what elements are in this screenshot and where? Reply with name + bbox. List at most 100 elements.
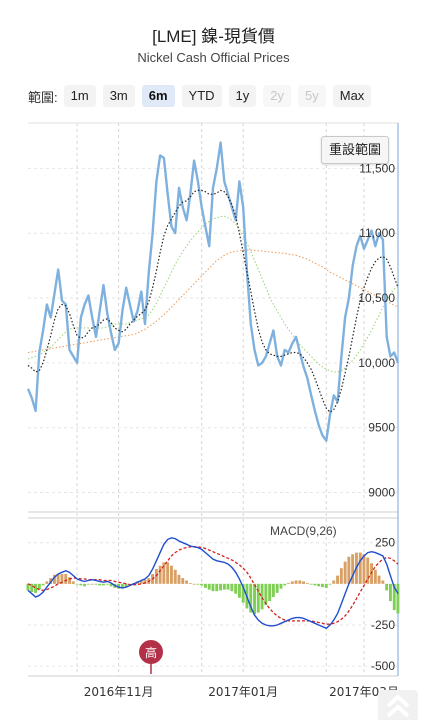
macd-histogram-bar bbox=[317, 583, 321, 587]
series-ma-long-line bbox=[27, 249, 399, 354]
macd-histogram-bar bbox=[192, 583, 196, 585]
price-tick-label: 11,500 bbox=[359, 161, 395, 175]
macd-histogram-bar bbox=[294, 580, 298, 584]
reset-zoom-button[interactable]: 重設範圍 bbox=[321, 136, 389, 164]
page-title: [LME] 鎳-現貨價 bbox=[152, 27, 275, 46]
macd-histogram-bar bbox=[219, 583, 222, 591]
macd-histogram-bar bbox=[313, 583, 317, 586]
macd-histogram-bar bbox=[271, 583, 275, 597]
macd-histogram-bar bbox=[230, 583, 234, 592]
macd-histogram-bar bbox=[45, 581, 49, 584]
macd-histogram-bar bbox=[305, 583, 309, 584]
macd-histogram-bar bbox=[102, 583, 105, 586]
range-6m-button[interactable]: 6m bbox=[141, 85, 175, 107]
macd-histogram-bar bbox=[34, 583, 37, 593]
macd-tick-label: -500 bbox=[371, 659, 395, 673]
series-price-line bbox=[26, 141, 400, 442]
macd-histogram-bar bbox=[170, 565, 173, 584]
macd-histogram-bar bbox=[260, 583, 264, 610]
macd-histogram-bar bbox=[358, 552, 362, 584]
macd-histogram-bar bbox=[275, 583, 279, 593]
macd-histogram-bar bbox=[385, 583, 389, 591]
macd-histogram-bar bbox=[188, 583, 192, 584]
macd-histogram-bar bbox=[120, 583, 124, 589]
macd-histogram-bar bbox=[162, 562, 166, 584]
macd-histogram-bar bbox=[64, 574, 68, 584]
macd-histogram-bar bbox=[253, 583, 256, 615]
macd-histogram-bar bbox=[381, 580, 385, 584]
macd-histogram-bar bbox=[105, 583, 109, 585]
macd-histogram-bar bbox=[60, 574, 64, 584]
macd-histogram-bar bbox=[143, 579, 147, 584]
macd-histogram-bar bbox=[351, 554, 355, 584]
price-tick-label: 10,500 bbox=[358, 291, 395, 305]
range-1y-button[interactable]: 1y bbox=[228, 85, 257, 107]
macd-histogram-bar bbox=[287, 583, 290, 584]
macd-histogram-bar bbox=[279, 583, 283, 589]
macd-histogram-bar bbox=[200, 583, 204, 586]
macd-histogram-bar bbox=[264, 583, 268, 606]
high-marker[interactable]: 高 bbox=[139, 640, 163, 674]
macd-histogram-bar bbox=[249, 583, 253, 613]
macd-histogram-bar bbox=[204, 583, 207, 588]
macd-histogram-bar bbox=[324, 583, 328, 588]
macd-histogram-bar bbox=[238, 583, 241, 598]
macd-histogram-bar bbox=[283, 583, 287, 586]
macd-histogram-bar bbox=[177, 574, 181, 584]
macd-histogram-bar bbox=[256, 583, 260, 613]
scroll-top-button[interactable] bbox=[378, 690, 418, 720]
series-macd-line bbox=[27, 537, 399, 630]
series-ma-short-line bbox=[27, 189, 399, 413]
high-marker-label: 高 bbox=[145, 645, 157, 660]
range-ytd-button[interactable]: YTD bbox=[181, 85, 222, 107]
macd-histogram-bar bbox=[328, 583, 332, 585]
range-max-button[interactable]: Max bbox=[332, 85, 372, 107]
macd-histogram-bar bbox=[75, 583, 79, 585]
macd-histogram-bar bbox=[347, 556, 351, 584]
macd-histogram-bar bbox=[53, 574, 56, 584]
x-tick-label: 2017年01月 bbox=[208, 685, 278, 699]
macd-histogram-bar bbox=[339, 568, 343, 584]
range-5y-button: 5y bbox=[298, 85, 326, 107]
macd-histogram-bar bbox=[211, 583, 215, 592]
macd-histogram-bar bbox=[139, 580, 143, 584]
macd-histogram-bar bbox=[196, 583, 200, 585]
macd-histogram-bar bbox=[226, 583, 230, 590]
range-2y-button: 2y bbox=[263, 85, 292, 107]
macd-histogram-bar bbox=[41, 583, 45, 586]
macd-histogram-bar bbox=[332, 580, 336, 584]
range-1m-button[interactable]: 1m bbox=[63, 85, 96, 107]
macd-histogram-bar bbox=[185, 580, 188, 584]
macd-histogram-bar bbox=[377, 575, 381, 584]
macd-histogram-bar bbox=[173, 569, 177, 584]
macd-histogram-bar bbox=[90, 583, 94, 585]
macd-histogram-bar bbox=[86, 583, 90, 585]
macd-histogram-bar bbox=[309, 583, 313, 585]
macd-histogram-bar bbox=[71, 581, 75, 584]
macd-histogram-bar bbox=[343, 561, 347, 584]
price-tick-label: 10,000 bbox=[358, 356, 395, 370]
range-3m-button[interactable]: 3m bbox=[102, 85, 135, 107]
macd-histogram-bar bbox=[181, 578, 185, 584]
macd-histogram-bar bbox=[94, 583, 98, 585]
macd-histogram-bar bbox=[290, 581, 294, 584]
range-label: 範圍: bbox=[28, 89, 58, 105]
macd-histogram-bar bbox=[37, 583, 41, 590]
macd-histogram-bar bbox=[30, 583, 34, 592]
macd-histogram-bar bbox=[158, 565, 162, 584]
macd-histogram-bar bbox=[268, 583, 272, 602]
macd-histogram-bar bbox=[215, 583, 219, 592]
macd-histogram-bar bbox=[98, 583, 102, 586]
macd-histogram-bar bbox=[124, 583, 128, 588]
price-tick-label: 9000 bbox=[368, 486, 395, 500]
price-tick-label: 9500 bbox=[368, 421, 395, 435]
macd-histogram-bar bbox=[166, 562, 170, 584]
macd-histogram-bar bbox=[49, 578, 53, 584]
macd-histogram-bar bbox=[26, 583, 30, 591]
x-tick-label: 2016年11月 bbox=[84, 685, 154, 699]
macd-histogram-bar bbox=[298, 580, 302, 584]
macd-histogram-bar bbox=[222, 583, 226, 590]
macd-histogram-bar bbox=[117, 583, 120, 589]
macd-histogram-bar bbox=[56, 574, 60, 584]
